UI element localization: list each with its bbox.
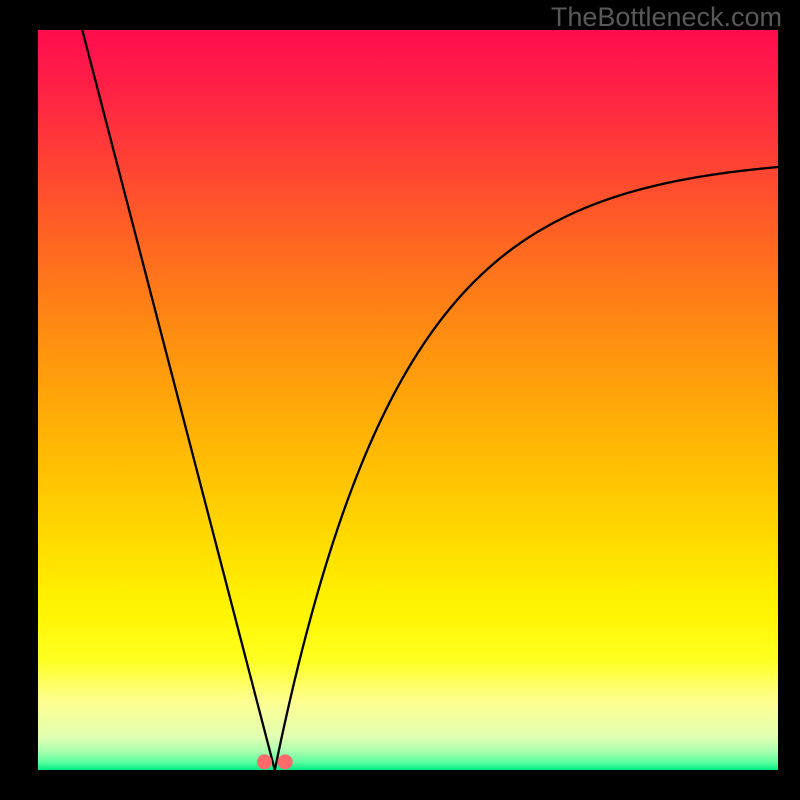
bottleneck-chart <box>38 30 778 770</box>
gradient-background <box>38 30 778 770</box>
optimum-marker <box>257 754 272 769</box>
watermark-text: TheBottleneck.com <box>551 2 782 33</box>
optimum-marker <box>278 754 293 769</box>
